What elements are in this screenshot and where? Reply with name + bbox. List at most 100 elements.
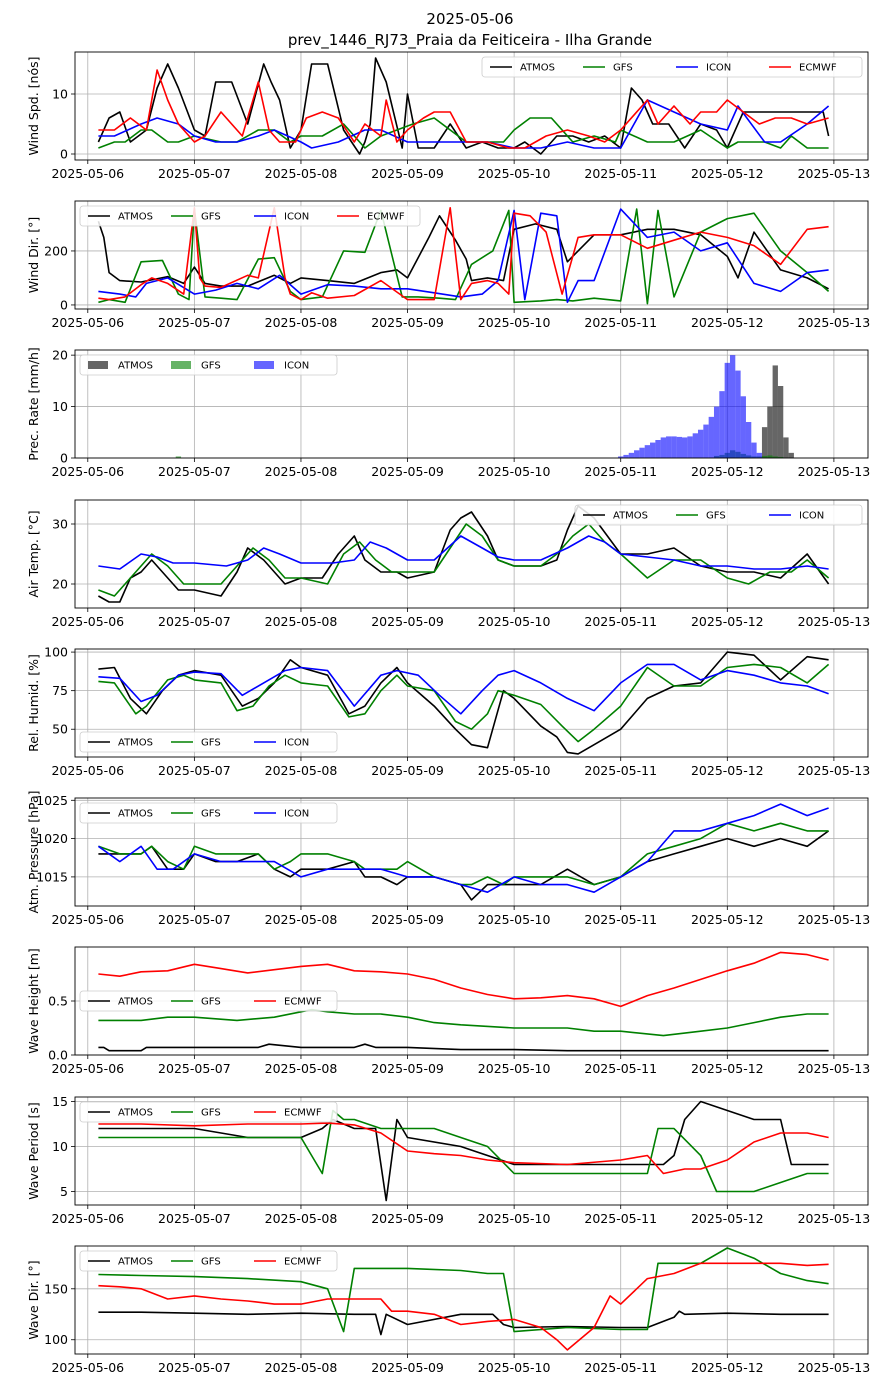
y-tick-label: 10: [52, 87, 68, 102]
bar-icon: [628, 452, 635, 458]
legend-label-gfs: GFS: [201, 1108, 221, 1119]
y-tick-label: 200: [44, 243, 68, 258]
series-line-atmos: [98, 1043, 829, 1052]
x-tick-label: 2025-05-06: [51, 614, 124, 629]
legend-label-icon: ICON: [284, 738, 309, 749]
x-tick-label: 2025-05-08: [265, 763, 338, 778]
legend-label-gfs: GFS: [201, 361, 221, 372]
x-tick-label: 2025-05-07: [158, 1061, 231, 1076]
bar-icon: [745, 422, 752, 458]
x-tick-label: 2025-05-09: [371, 1211, 444, 1226]
series-group: [97, 57, 830, 155]
x-tick-label: 2025-05-12: [691, 1360, 764, 1375]
series-line-ecmwf: [98, 1262, 829, 1351]
y-axis-label: Atm. Pressure [hPa]: [26, 790, 41, 913]
bar-icon: [671, 436, 677, 458]
bar-icon: [740, 396, 746, 458]
axes-frame: [74, 51, 869, 161]
legend-label-ecmwf: ECMWF: [799, 63, 837, 74]
series-line-gfs: [98, 822, 829, 886]
axes-frame: [74, 1245, 869, 1355]
series-group: [98, 505, 830, 603]
bar-icon: [708, 416, 714, 458]
x-tick-label: 2025-05-09: [371, 1360, 444, 1375]
series-line-atmos: [97, 215, 829, 290]
x-tick-label: 2025-05-11: [584, 1211, 657, 1226]
x-tick-label: 2025-05-12: [691, 166, 764, 181]
x-tick-label: 2025-05-11: [584, 1061, 657, 1076]
legend-label-gfs: GFS: [201, 997, 221, 1008]
x-tick-label: 2025-05-09: [371, 614, 444, 629]
bar-icon: [660, 437, 667, 458]
x-tick-label: 2025-05-10: [478, 464, 551, 479]
x-tick-label: 2025-05-13: [798, 315, 871, 330]
bar-icon: [650, 442, 656, 458]
legend-label-gfs: GFS: [201, 738, 221, 749]
x-tick-label: 2025-05-11: [584, 1360, 657, 1375]
axes-frame: [74, 797, 869, 907]
x-tick-label: 2025-05-08: [265, 464, 338, 479]
y-tick-label: 1015: [36, 869, 68, 884]
bar-icon: [634, 450, 640, 458]
series-line-ecmwf: [98, 1122, 829, 1175]
bar-icon: [692, 433, 698, 458]
x-tick-label: 2025-05-07: [158, 1211, 231, 1226]
x-tick-label: 2025-05-07: [158, 1360, 231, 1375]
legend-box: [481, 56, 863, 78]
bar-atmos: [772, 365, 778, 458]
x-tick-label: 2025-05-10: [478, 763, 551, 778]
y-tick-label: 1025: [36, 793, 68, 808]
series-group: [98, 651, 830, 755]
x-tick-label: 2025-05-09: [371, 464, 444, 479]
panel-5: 2025-05-06 2025-05-07 2025-05-08 2025-05-09…: [26, 645, 870, 778]
bar-icon: [682, 437, 688, 458]
y-axis-label: Prec. Rate [mm/h]: [26, 347, 41, 461]
y-tick-label: 30: [52, 517, 68, 532]
legend-swatch-icon: [254, 361, 274, 369]
x-tick-label: 2025-05-13: [798, 614, 871, 629]
y-tick-label: 1020: [36, 831, 68, 846]
y-tick-label: 100: [44, 1332, 68, 1347]
legend-label-atmos: ATMOS: [118, 1108, 153, 1119]
legend: ATMOS GFS ICON ECMWF: [481, 56, 863, 78]
series-line-atmos: [98, 1310, 829, 1336]
bar-gfs: [175, 456, 182, 458]
series-line-atmos: [98, 505, 830, 603]
legend: ATMOS GFS ICON ECMWF: [79, 205, 421, 227]
y-tick-label: 20: [52, 577, 68, 592]
legend-label-atmos: ATMOS: [118, 212, 153, 223]
y-axis-label: Rel. Humid. [%]: [26, 654, 41, 752]
bar-icon: [618, 456, 624, 458]
x-tick-label: 2025-05-09: [371, 315, 444, 330]
y-tick-label: 0: [60, 147, 68, 162]
panel-6: 2025-05-06 2025-05-07 2025-05-08 2025-05-09…: [26, 790, 870, 927]
x-tick-label: 2025-05-06: [51, 315, 124, 330]
x-tick-label: 2025-05-12: [691, 614, 764, 629]
title-line-1: 2025-05-06: [426, 10, 513, 28]
series-group: [98, 951, 829, 1052]
series-line-ecmwf: [98, 951, 829, 1008]
panel-9: 2025-05-06 2025-05-07 2025-05-08 2025-05-09…: [26, 1245, 870, 1375]
x-tick-label: 2025-05-08: [265, 1211, 338, 1226]
legend-label-gfs: GFS: [201, 1257, 221, 1268]
y-tick-label: 0.5: [48, 994, 68, 1009]
bar-icon: [729, 355, 736, 458]
x-tick-label: 2025-05-10: [478, 166, 551, 181]
y-tick-label: 20: [52, 348, 68, 363]
legend: ATMOS GFS ECMWF: [79, 1250, 338, 1272]
axes-frame: [74, 946, 869, 1056]
legend-label-icon: ICON: [706, 63, 731, 74]
legend-box: [79, 990, 338, 1012]
x-tick-label: 2025-05-12: [691, 464, 764, 479]
x-tick-label: 2025-05-07: [158, 315, 231, 330]
series-line-ecmwf: [98, 69, 829, 149]
y-tick-label: 0: [60, 297, 68, 312]
legend-label-icon: ICON: [799, 511, 824, 522]
x-tick-label: 2025-05-10: [478, 1061, 551, 1076]
y-axis-label: Wind Spd. [nós]: [26, 57, 41, 156]
legend: ATMOS GFS ECMWF: [79, 1101, 338, 1123]
x-tick-label: 2025-05-12: [691, 763, 764, 778]
y-axis-label: Wind Dir. [°]: [26, 217, 41, 293]
x-tick-label: 2025-05-06: [51, 1360, 124, 1375]
